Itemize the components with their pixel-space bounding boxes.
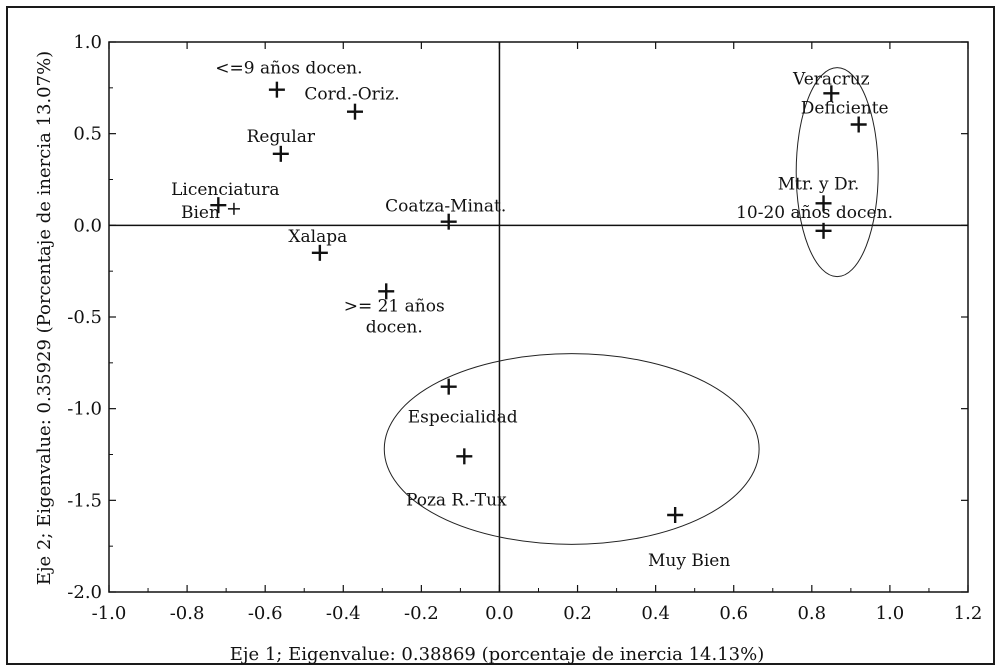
- data-point: [227, 202, 240, 215]
- y-tick-label: -2.0: [67, 582, 102, 603]
- grouping-ellipse-bottom-cluster: [383, 353, 760, 545]
- x-tick-label: -0.4: [326, 603, 361, 624]
- y-tick-label: -0.5: [67, 307, 102, 328]
- data-point: [850, 116, 867, 133]
- point-label: Bien: [181, 203, 220, 223]
- point-label: Licenciatura: [171, 180, 279, 200]
- y-tick-label: -1.5: [67, 490, 102, 511]
- x-tick-label: 0.4: [641, 603, 670, 624]
- data-point: [272, 145, 289, 162]
- data-point: [210, 197, 227, 214]
- x-tick-label: 0.2: [563, 603, 592, 624]
- point-label: Cord.-Oriz.: [304, 85, 399, 105]
- y-axis-label: Eje 2; Eigenvalue: 0.35929 (Porcentaje d…: [34, 51, 55, 585]
- data-point: [346, 103, 363, 120]
- point-label: Especialidad: [408, 408, 518, 428]
- plot-area: [108, 41, 969, 593]
- point-label: >= 21 años docen.: [344, 296, 445, 337]
- x-tick-label: -0.2: [404, 603, 439, 624]
- x-tick-label: -0.6: [248, 603, 283, 624]
- data-point: [268, 81, 285, 98]
- x-tick-label: 0.6: [719, 603, 748, 624]
- point-label: Deficiente: [801, 99, 889, 119]
- data-point: [311, 244, 328, 261]
- x-tick-label: 1.0: [876, 603, 905, 624]
- data-point: [440, 378, 457, 395]
- chart-frame: [6, 6, 995, 665]
- data-point: [378, 283, 395, 300]
- data-point: [823, 85, 840, 102]
- x-axis-label: Eje 1; Eigenvalue: 0.38869 (porcentaje d…: [230, 644, 765, 665]
- data-point: [815, 222, 832, 239]
- data-point: [667, 507, 684, 523]
- x-tick-label: 0.8: [797, 603, 826, 624]
- point-label: Xalapa: [288, 227, 347, 247]
- point-label: Coatza-Minat.: [385, 197, 506, 217]
- point-label: 10-20 años docen.: [736, 203, 893, 223]
- point-label: Mtr. y Dr.: [778, 174, 860, 194]
- grouping-ellipse-right-cluster: [795, 67, 879, 278]
- point-label: <=9 años docen.: [215, 59, 362, 79]
- data-point: [815, 195, 832, 212]
- point-label: Veracruz: [792, 69, 870, 89]
- point-label: Poza R.-Tux: [406, 490, 507, 510]
- x-tick-label: 1.2: [954, 603, 983, 624]
- y-tick-label: 0.5: [73, 124, 102, 145]
- x-tick-label: 0.0: [485, 603, 514, 624]
- point-label: Muy Bien: [648, 551, 730, 571]
- data-point: [440, 213, 457, 230]
- point-label-line: docen.: [366, 317, 423, 337]
- data-point: [456, 448, 473, 465]
- x-tick-label: -0.8: [170, 603, 205, 624]
- point-label: Regular: [247, 127, 316, 147]
- y-tick-label: 0.0: [73, 215, 102, 236]
- y-tick-label: -1.0: [67, 399, 102, 420]
- point-label-line: >= 21 años: [344, 296, 445, 316]
- x-tick-label: -1.0: [92, 603, 127, 624]
- y-tick-label: 1.0: [73, 32, 102, 53]
